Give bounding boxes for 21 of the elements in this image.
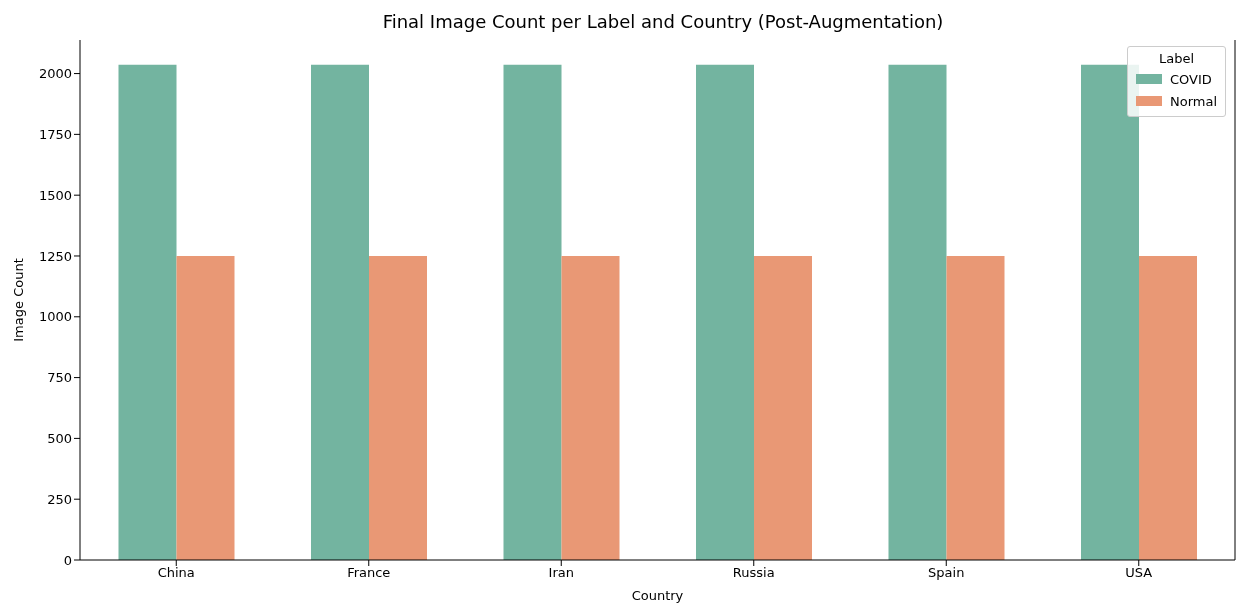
- x-tick-label: Spain: [928, 565, 965, 581]
- legend-label: COVID: [1169, 71, 1212, 87]
- y-tick-label: 1000: [38, 309, 72, 325]
- x-tick-label: France: [347, 565, 391, 581]
- x-tick-label: China: [157, 565, 195, 581]
- y-tick-label: 250: [47, 491, 72, 507]
- x-tick-label: Russia: [732, 565, 775, 581]
- y-tick-label: 750: [47, 370, 72, 386]
- y-tick-label: 500: [47, 431, 72, 447]
- legend-label: Normal: [1169, 93, 1217, 109]
- x-tick-label: USA: [1125, 565, 1153, 581]
- x-tick-label: Iran: [548, 565, 574, 581]
- y-axis-title: Image Count: [10, 258, 26, 342]
- chart-title: Final Image Count per Label and Country (Post-Augmentation): [381, 10, 945, 34]
- x-axis-title: Country: [631, 588, 684, 603]
- legend-title: Label: [1157, 51, 1195, 66]
- y-tick-label: 1750: [38, 126, 72, 142]
- y-tick-label: 0: [63, 552, 72, 568]
- y-tick-label: 1250: [38, 248, 72, 264]
- y-tick-label: 1500: [38, 187, 72, 203]
- y-tick-label: 2000: [38, 66, 72, 82]
